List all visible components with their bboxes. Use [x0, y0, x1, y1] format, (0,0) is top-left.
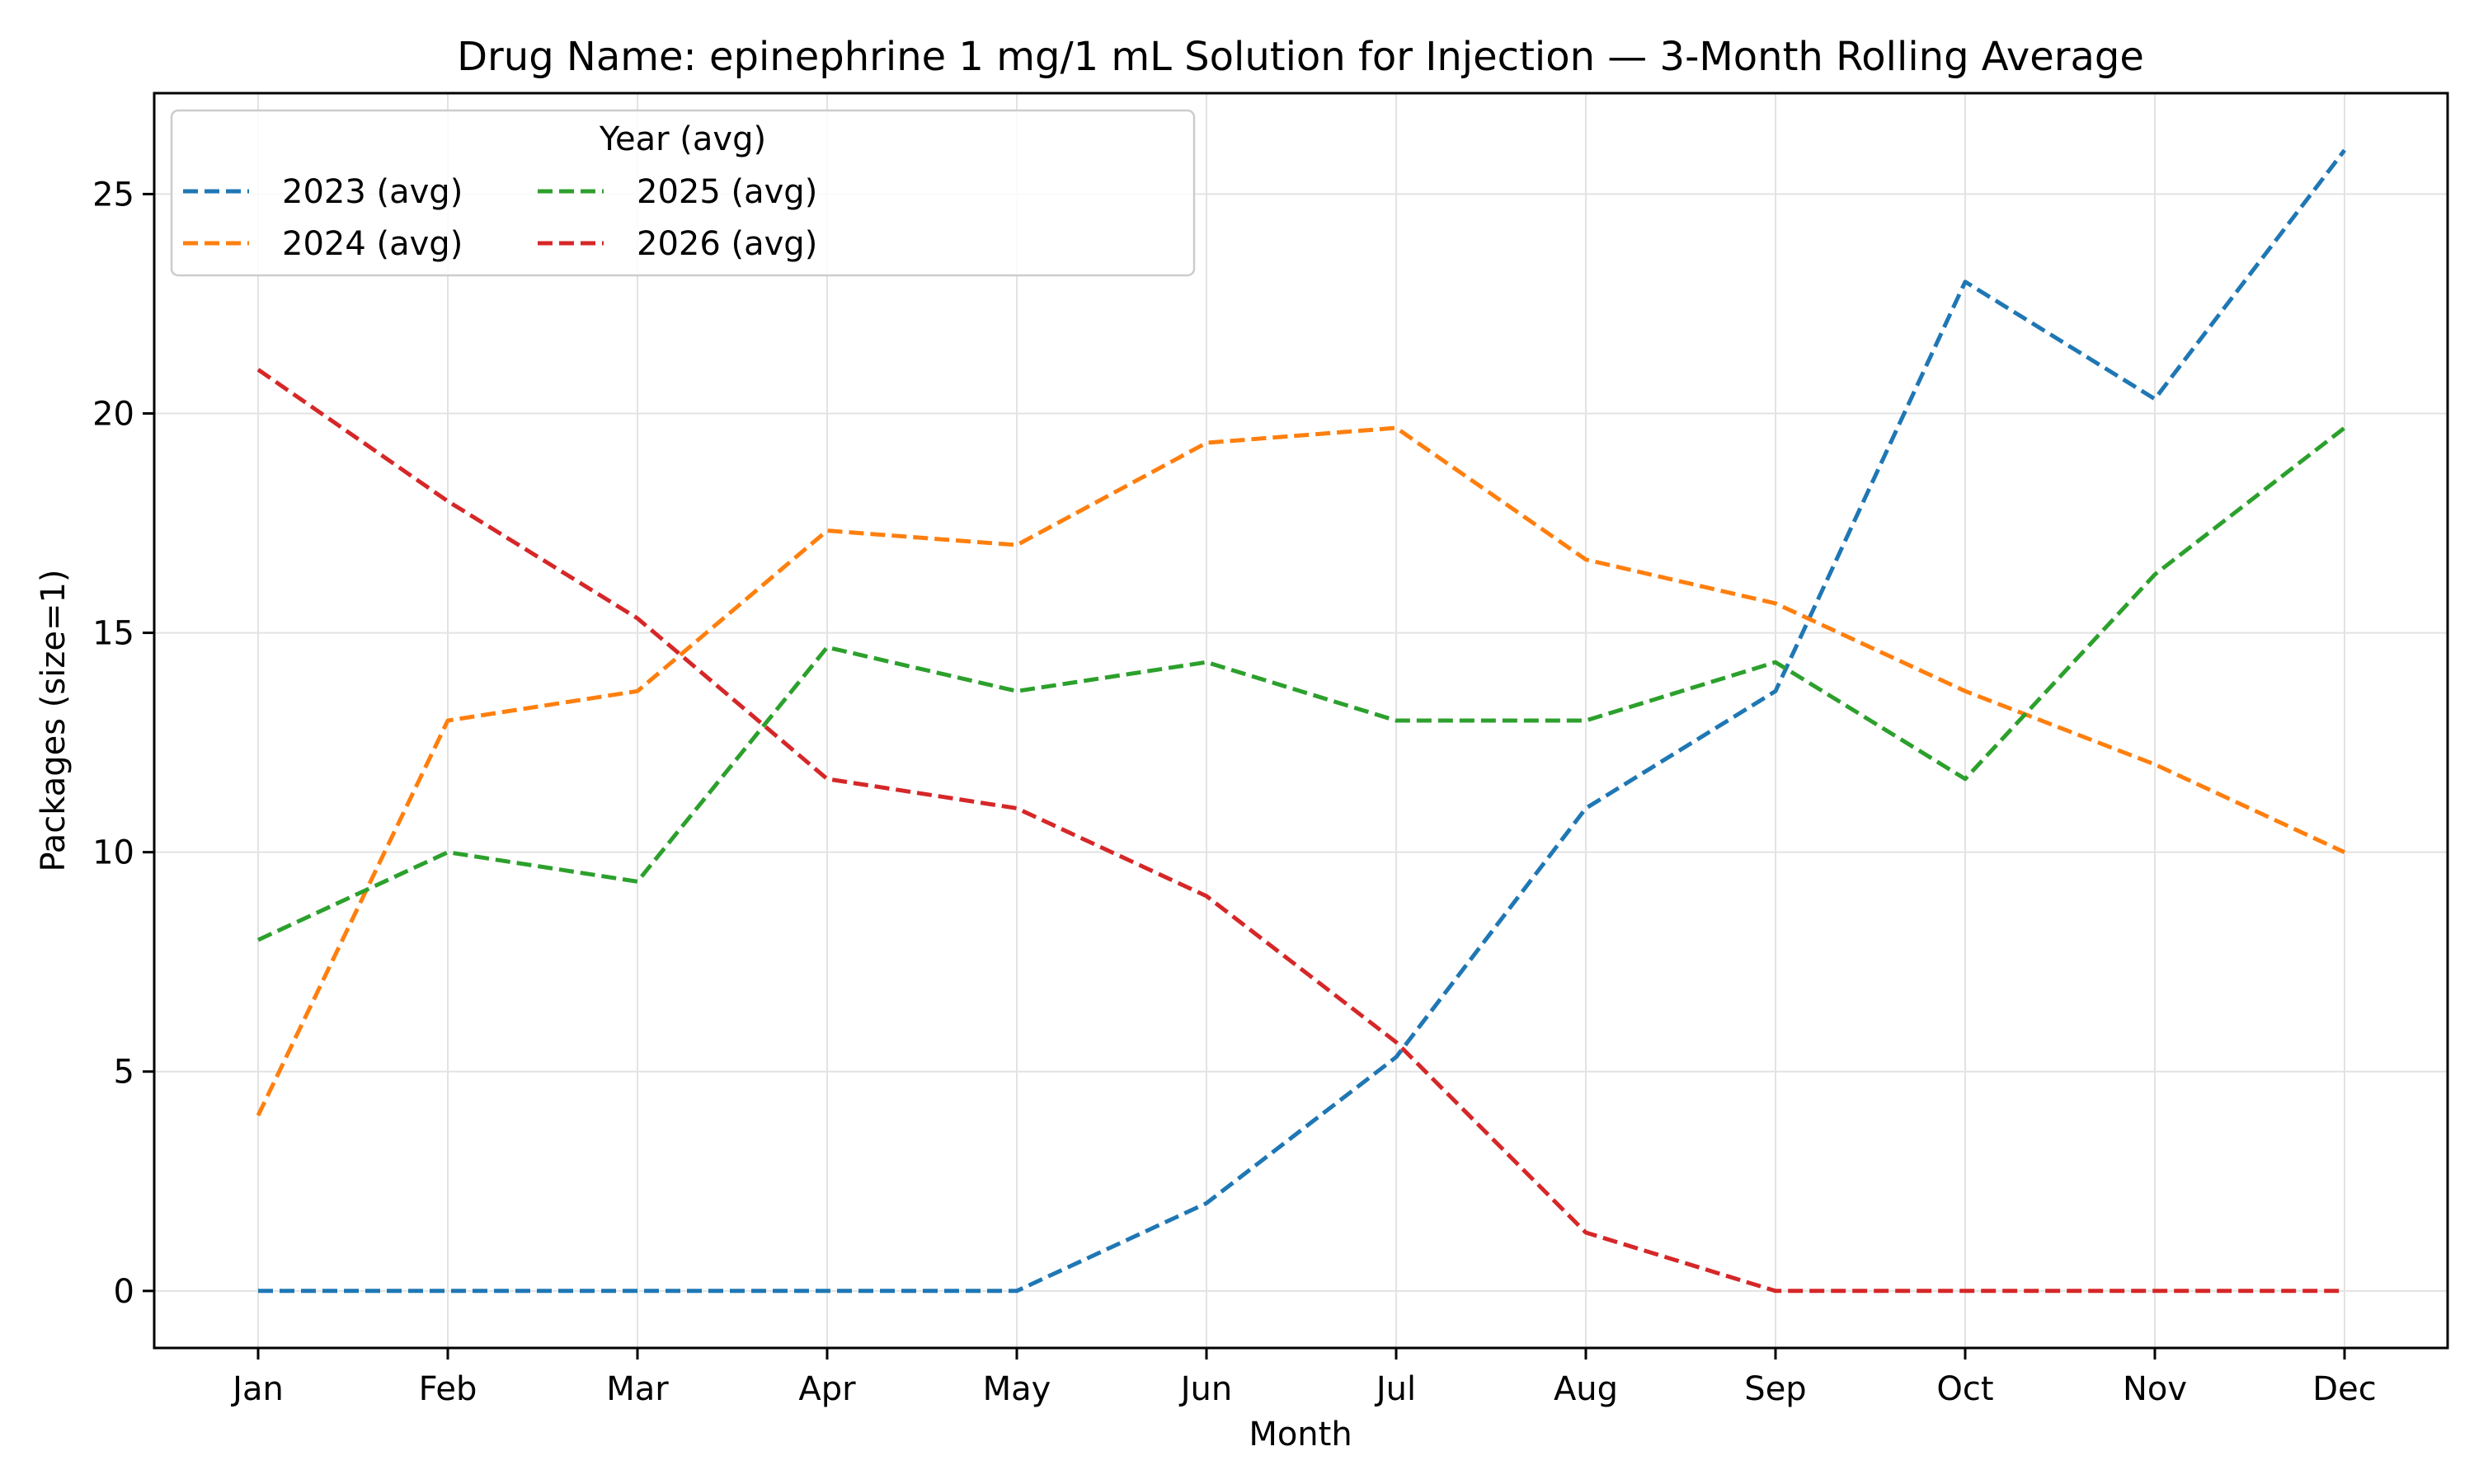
x-tick-label: Jan — [230, 1370, 284, 1408]
series-line-2024 — [256, 425, 2346, 1117]
legend: Year (avg) 2023 (avg) 2024 (avg) 2025 (avg… — [170, 109, 1196, 277]
y-tick-label: 5 — [114, 1054, 134, 1092]
y-axis-title: Packages (size=1) — [35, 569, 73, 871]
y-tick-label: 10 — [92, 834, 134, 872]
x-tick-label: Nov — [2123, 1370, 2187, 1408]
x-tick-label: Jul — [1374, 1370, 1416, 1408]
x-tick-label: Feb — [419, 1370, 477, 1408]
legend-label: 2023 (avg) — [282, 173, 463, 211]
legend-box — [170, 109, 1196, 277]
x-tick-label: Apr — [798, 1370, 856, 1408]
legend-title: Year (avg) — [599, 120, 766, 158]
series-line-2023 — [258, 148, 2346, 1294]
series-line-2025 — [256, 426, 2346, 942]
y-axis: 0 5 10 15 20 25 — [92, 176, 154, 1311]
legend-label: 2026 (avg) — [637, 225, 817, 263]
x-axis-title: Month — [1249, 1416, 1352, 1453]
chart-title: Drug Name: epinephrine 1 mg/1 mL Solutio… — [457, 34, 2144, 80]
y-tick-label: 20 — [92, 395, 134, 433]
x-tick-label: Dec — [2312, 1370, 2376, 1408]
x-tick-label: May — [983, 1370, 1051, 1408]
plot-frame — [153, 92, 2449, 1350]
x-tick-label: Oct — [1936, 1370, 1993, 1408]
legend-label: 2024 (avg) — [282, 225, 463, 263]
x-tick-label: Aug — [1554, 1370, 1618, 1408]
y-tick-label: 25 — [92, 176, 134, 214]
legend-label: 2025 (avg) — [637, 173, 817, 211]
x-tick-label: Jun — [1178, 1370, 1233, 1408]
series-group — [256, 148, 2346, 1294]
series-line-2026 — [256, 368, 2345, 1294]
y-tick-label: 15 — [92, 615, 134, 653]
x-axis: Jan Feb Mar Apr May Jun Jul Aug Sep Oct Nov Dec — [230, 1348, 2377, 1408]
x-tick-label: Mar — [606, 1370, 669, 1408]
x-tick-label: Sep — [1744, 1370, 1806, 1408]
y-tick-label: 0 — [114, 1273, 134, 1311]
grid — [154, 93, 2448, 1348]
